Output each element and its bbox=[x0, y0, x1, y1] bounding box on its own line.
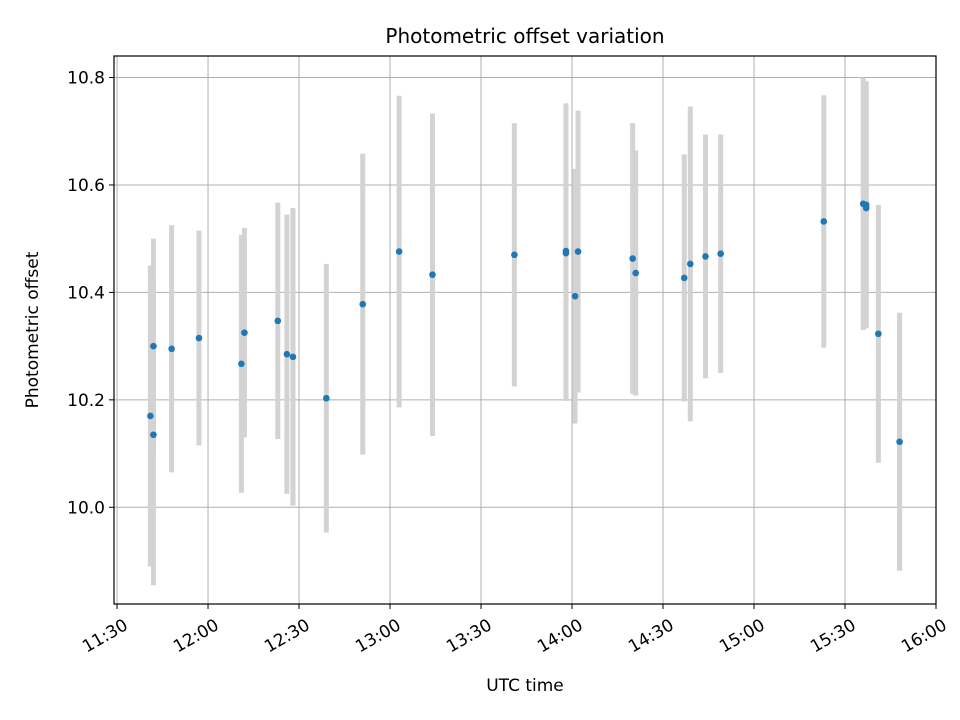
data-point bbox=[283, 350, 291, 358]
data-point bbox=[632, 269, 640, 277]
data-point bbox=[862, 204, 870, 212]
data-point bbox=[820, 218, 828, 225]
data-point bbox=[571, 292, 579, 300]
data-point bbox=[241, 329, 248, 336]
y-axis: 10.0 10.2 10.4 10.6 10.8 bbox=[67, 68, 114, 518]
data-point bbox=[574, 248, 582, 255]
y-tick-label: 10.0 bbox=[67, 498, 105, 518]
data-point bbox=[150, 342, 157, 350]
data-point bbox=[629, 255, 636, 262]
data-point bbox=[289, 353, 297, 361]
y-tick-label: 10.2 bbox=[67, 391, 105, 411]
grid bbox=[114, 56, 937, 604]
data-point bbox=[680, 274, 688, 282]
data-point bbox=[429, 271, 436, 278]
data-point bbox=[717, 250, 724, 258]
data-point bbox=[150, 431, 157, 439]
data-point bbox=[323, 394, 330, 402]
data-point bbox=[687, 260, 694, 268]
data-point bbox=[147, 412, 154, 420]
data-point bbox=[195, 334, 203, 342]
chart-title: Photometric offset variation bbox=[385, 24, 664, 48]
data-point bbox=[168, 345, 175, 353]
y-tick-label: 10.6 bbox=[67, 176, 105, 196]
data-point bbox=[875, 330, 882, 338]
data-point bbox=[274, 317, 282, 325]
y-axis-label: Photometric offset bbox=[23, 251, 43, 408]
data-point bbox=[359, 300, 367, 308]
x-axis-label: UTC time bbox=[486, 676, 564, 696]
data-point bbox=[702, 253, 709, 260]
y-tick-label: 10.4 bbox=[67, 283, 105, 303]
data-point bbox=[562, 249, 570, 257]
data-point bbox=[896, 438, 903, 446]
data-points bbox=[147, 200, 903, 446]
plot-frame bbox=[113, 55, 937, 605]
data-point bbox=[511, 251, 518, 259]
data-point bbox=[395, 248, 403, 255]
data-point bbox=[238, 360, 245, 368]
y-tick-label: 10.8 bbox=[67, 68, 105, 88]
